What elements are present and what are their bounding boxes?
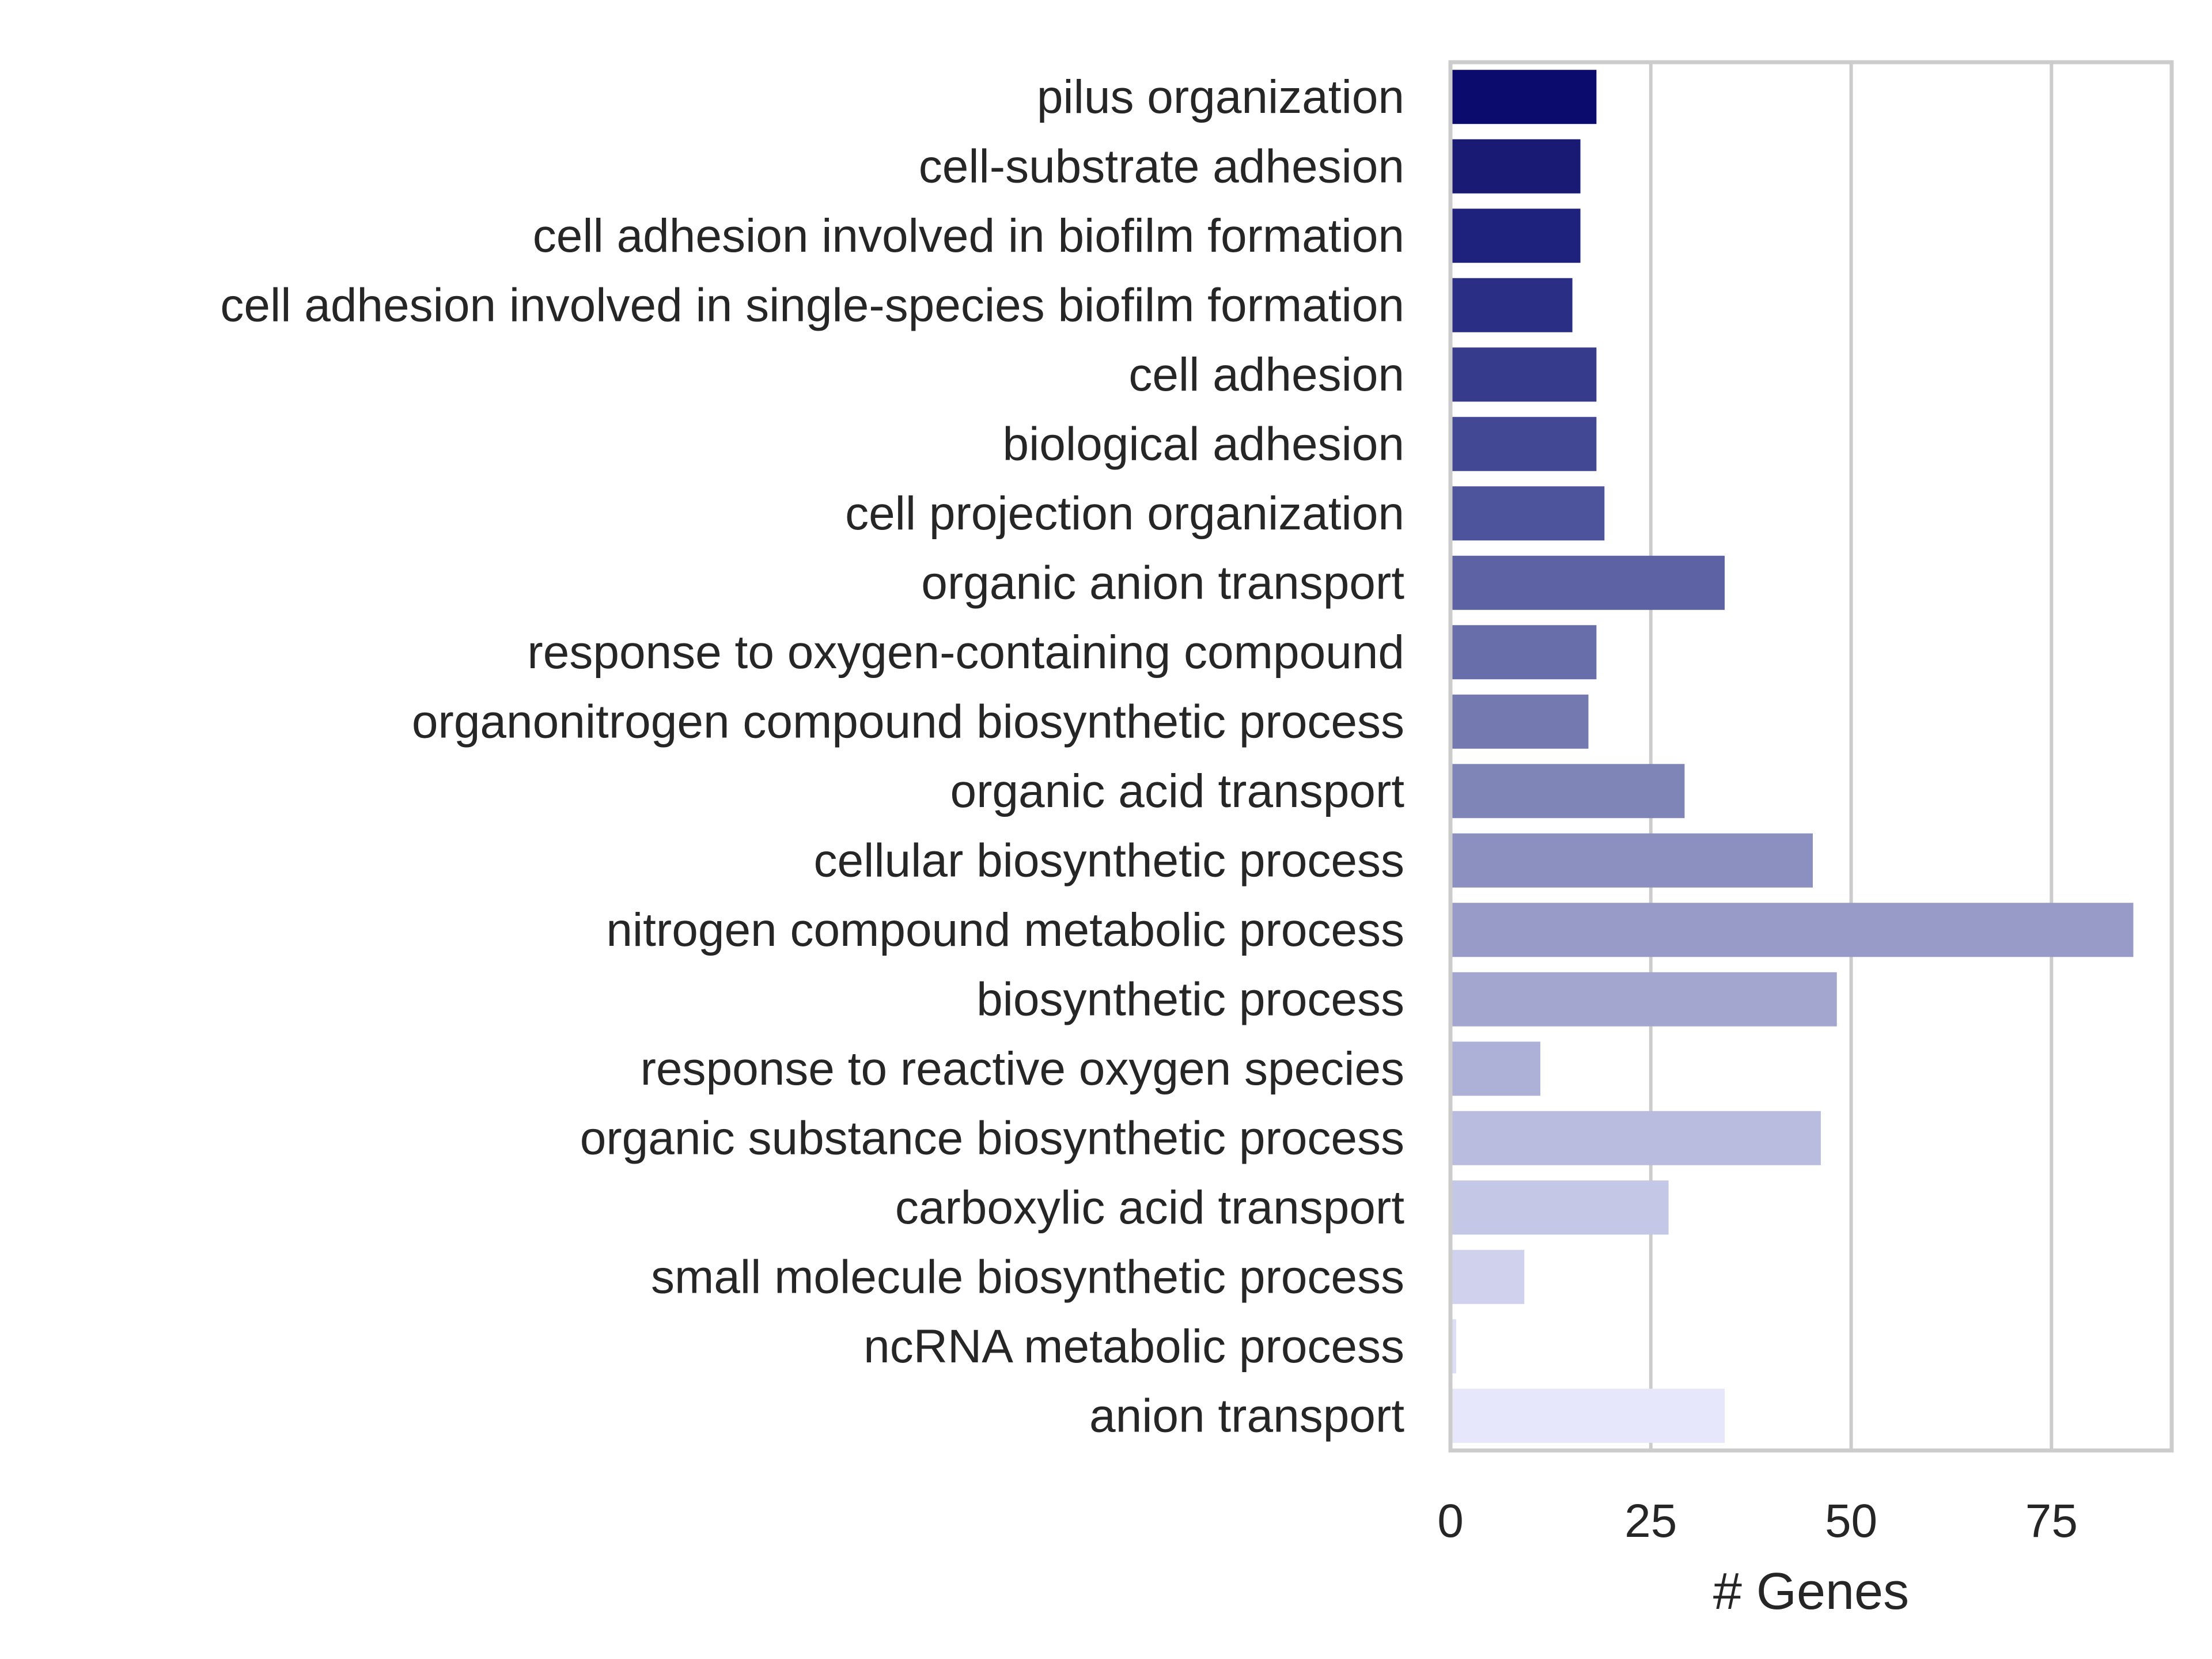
bar [1452, 209, 1581, 263]
x-tick-labels: 0 25 50 75 [1437, 1495, 2078, 1547]
category-label: biological adhesion [1002, 418, 1404, 470]
bar [1452, 486, 1605, 541]
bar [1452, 833, 1813, 888]
bar [1452, 1249, 1525, 1304]
x-tick-label: 50 [1825, 1495, 1877, 1547]
bar [1452, 416, 1597, 471]
bar [1452, 694, 1589, 749]
x-tick-label: 75 [2025, 1495, 2078, 1547]
category-label: organonitrogen compound biosynthetic pro… [412, 695, 1404, 748]
category-label: biosynthetic process [976, 973, 1404, 1025]
bar [1452, 1388, 1725, 1443]
category-label: anion transport [1089, 1389, 1404, 1442]
category-label: cell adhesion involved in single-species… [220, 279, 1404, 331]
category-label: response to oxygen-containing compound [527, 626, 1404, 679]
category-labels: pilus organization cell-substrate adhesio… [220, 71, 1404, 1442]
bar [1452, 625, 1597, 680]
bar [1452, 70, 1597, 124]
bar [1452, 764, 1685, 819]
category-label: carboxylic acid transport [895, 1181, 1404, 1234]
category-label: small molecule biosynthetic process [651, 1251, 1404, 1303]
bar [1452, 1041, 1541, 1096]
bar [1452, 1319, 1456, 1374]
bar [1452, 972, 1837, 1027]
bar [1452, 1180, 1669, 1235]
bar [1452, 139, 1581, 194]
bar [1452, 1111, 1821, 1165]
x-tick-label: 0 [1437, 1495, 1464, 1547]
category-label: response to reactive oxygen species [641, 1043, 1404, 1095]
x-tick-label: 25 [1624, 1495, 1677, 1547]
category-label: pilus organization [1037, 71, 1404, 123]
x-axis-title: # Genes [1713, 1563, 1909, 1620]
category-label: ncRNA metabolic process [863, 1320, 1404, 1373]
bar [1452, 278, 1573, 332]
category-label: nitrogen compound metabolic process [606, 904, 1404, 956]
category-label: cell adhesion involved in biofilm format… [533, 210, 1404, 262]
grid-lines [1649, 62, 2054, 1450]
category-label: organic anion transport [921, 556, 1404, 609]
category-label: cell projection organization [845, 487, 1404, 540]
category-label: cell adhesion [1128, 349, 1404, 401]
category-label: cell-substrate adhesion [919, 140, 1404, 192]
bar [1452, 347, 1597, 402]
category-label: cellular biosynthetic process [814, 834, 1404, 887]
bar [1452, 555, 1725, 610]
category-label: organic acid transport [950, 765, 1404, 817]
bar [1452, 903, 2134, 957]
category-label: organic substance biosynthetic process [580, 1112, 1404, 1164]
bars [1452, 70, 2134, 1443]
plot-frame [1448, 60, 2174, 1453]
